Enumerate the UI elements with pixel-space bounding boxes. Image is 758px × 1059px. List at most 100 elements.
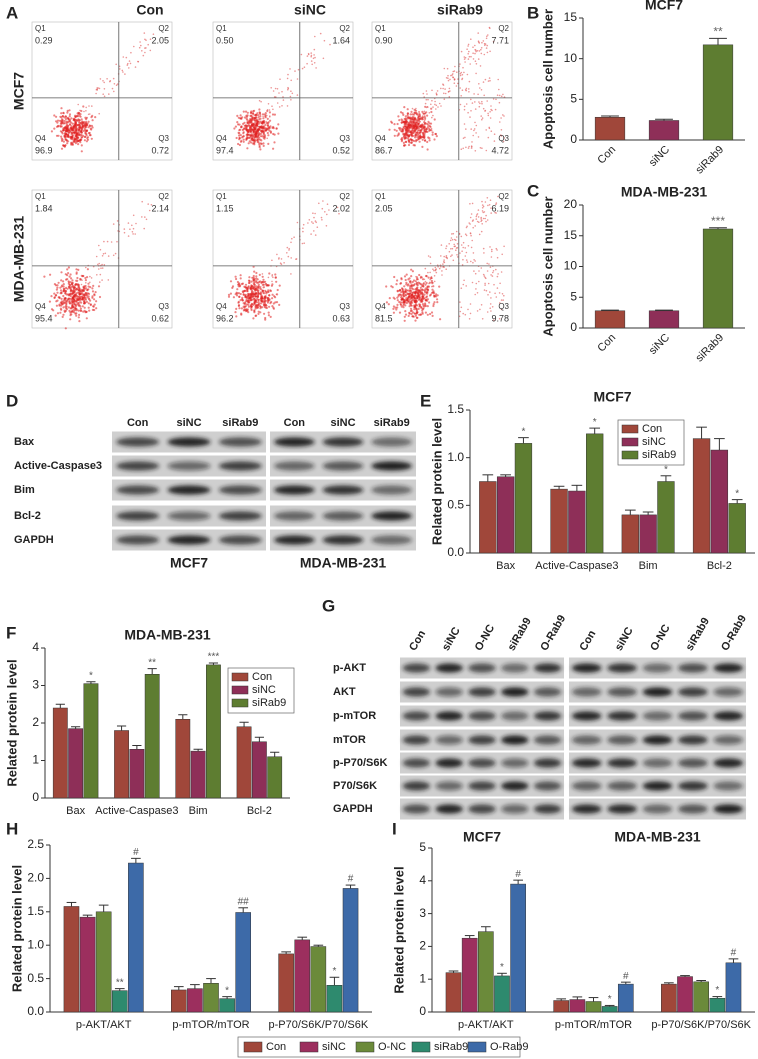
- event-dot: [492, 40, 495, 43]
- event-dot: [423, 112, 425, 115]
- event-dot: [79, 141, 82, 144]
- event-dot: [246, 120, 249, 123]
- event-dot: [67, 280, 70, 283]
- x-tick-label: Bcl-2: [707, 560, 732, 572]
- event-dot: [490, 130, 493, 132]
- legend-swatch: [621, 450, 639, 460]
- event-dot: [409, 286, 411, 289]
- event-dot: [458, 315, 461, 318]
- event-dot: [265, 292, 268, 295]
- quadrant-value: 0.62: [151, 313, 169, 323]
- event-dot: [403, 319, 406, 322]
- event-dot: [260, 286, 262, 288]
- blot-band: [678, 804, 708, 814]
- event-dot: [236, 292, 239, 295]
- event-dot: [395, 308, 398, 311]
- event-dot: [489, 291, 491, 293]
- bar: [478, 931, 494, 1013]
- event-dot: [97, 87, 99, 89]
- event-dot: [406, 108, 409, 111]
- event-dot: [98, 262, 100, 265]
- event-dot: [263, 286, 266, 288]
- event-dot: [329, 43, 331, 46]
- legend-swatch: [355, 1041, 375, 1053]
- event-dot: [253, 283, 256, 286]
- event-dot: [244, 293, 247, 296]
- y-tick-label: 1: [32, 753, 39, 767]
- event-dot: [411, 127, 414, 130]
- event-dot: [405, 281, 408, 284]
- event-dot: [245, 298, 248, 301]
- event-dot: [470, 147, 473, 149]
- event-dot: [78, 293, 81, 296]
- event-dot: [264, 316, 267, 320]
- event-dot: [265, 121, 268, 125]
- event-dot: [266, 291, 269, 294]
- event-dot: [273, 141, 276, 144]
- event-dot: [80, 118, 83, 121]
- event-dot: [432, 268, 434, 271]
- y-tick-label: 0.0: [447, 545, 464, 559]
- event-dot: [268, 126, 271, 129]
- event-dot: [426, 93, 428, 95]
- event-dot: [410, 268, 413, 271]
- event-dot: [489, 246, 491, 248]
- event-dot: [258, 99, 261, 102]
- event-dot: [262, 303, 265, 306]
- event-dot: [290, 257, 293, 259]
- event-dot: [254, 286, 256, 288]
- event-dot: [88, 309, 91, 312]
- event-dot: [407, 143, 411, 147]
- event-dot: [444, 92, 447, 95]
- event-dot: [103, 240, 105, 243]
- event-dot: [63, 119, 66, 123]
- event-dot: [427, 120, 430, 123]
- event-dot: [130, 51, 132, 54]
- event-dot: [447, 77, 449, 79]
- event-dot: [287, 255, 290, 258]
- event-dot: [66, 268, 69, 271]
- event-dot: [60, 271, 63, 274]
- event-dot: [490, 310, 492, 312]
- event-dot: [318, 202, 320, 205]
- event-dot: [503, 137, 506, 139]
- event-dot: [269, 119, 272, 122]
- event-dot: [83, 306, 86, 309]
- event-dot: [71, 131, 74, 134]
- event-dot: [262, 291, 265, 294]
- event-dot: [310, 60, 313, 62]
- event-dot: [412, 118, 415, 122]
- event-dot: [250, 292, 253, 295]
- event-dot: [503, 245, 505, 248]
- event-dot: [255, 288, 258, 291]
- event-dot: [248, 140, 251, 143]
- event-dot: [251, 117, 254, 120]
- event-dot: [407, 283, 410, 286]
- event-dot: [313, 62, 316, 64]
- event-dot: [462, 241, 465, 244]
- event-dot: [396, 306, 399, 309]
- bar: [693, 981, 709, 1013]
- event-dot: [58, 296, 61, 299]
- event-dot: [106, 240, 109, 243]
- event-dot: [485, 149, 488, 152]
- event-dot: [256, 139, 259, 142]
- event-dot: [71, 138, 74, 141]
- event-dot: [422, 307, 425, 310]
- event-dot: [101, 255, 104, 257]
- event-dot: [82, 129, 85, 132]
- event-dot: [272, 147, 275, 150]
- event-dot: [406, 114, 409, 117]
- event-dot: [87, 120, 90, 123]
- blot-band: [435, 781, 463, 791]
- event-dot: [54, 314, 57, 317]
- bar: [128, 862, 144, 1013]
- quadrant-value: 1.84: [35, 203, 53, 213]
- event-dot: [84, 284, 87, 288]
- event-dot: [244, 289, 247, 292]
- event-dot: [471, 220, 474, 222]
- event-dot: [286, 77, 289, 80]
- quadrant-value: 81.5: [375, 313, 393, 323]
- event-dot: [69, 273, 72, 276]
- legend-swatch: [467, 1041, 487, 1053]
